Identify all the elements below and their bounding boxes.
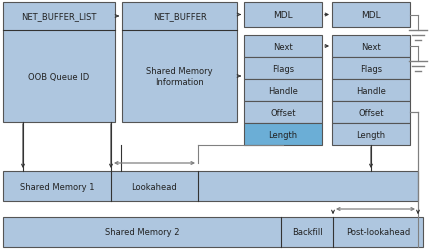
- Text: Offset: Offset: [270, 108, 296, 117]
- Text: OOB Queue ID: OOB Queue ID: [29, 72, 90, 81]
- Bar: [244, 80, 322, 102]
- Bar: [244, 3, 322, 28]
- Text: Length: Length: [268, 130, 297, 139]
- Text: Flags: Flags: [360, 64, 382, 73]
- Text: MDL: MDL: [361, 11, 381, 20]
- Bar: [332, 3, 410, 28]
- Text: Length: Length: [356, 130, 385, 139]
- Text: NET_BUFFER: NET_BUFFER: [152, 12, 207, 21]
- Bar: [3, 171, 418, 201]
- Bar: [332, 36, 410, 58]
- Text: NET_BUFFER_LIST: NET_BUFFER_LIST: [21, 12, 97, 21]
- Bar: [122, 3, 237, 122]
- Bar: [332, 123, 410, 145]
- Bar: [244, 58, 322, 80]
- Bar: [244, 102, 322, 123]
- Bar: [244, 123, 322, 145]
- Text: MDL: MDL: [273, 11, 293, 20]
- Bar: [332, 80, 410, 102]
- Text: Shared Memory
Information: Shared Memory Information: [146, 67, 213, 86]
- Text: Shared Memory 1: Shared Memory 1: [20, 182, 94, 191]
- Bar: [332, 58, 410, 80]
- Bar: [332, 102, 410, 123]
- Text: Backfill: Backfill: [292, 228, 322, 237]
- Bar: [3, 3, 115, 122]
- Text: Offset: Offset: [358, 108, 384, 117]
- Text: Handle: Handle: [268, 86, 298, 95]
- Text: Handle: Handle: [356, 86, 386, 95]
- Bar: [3, 217, 423, 247]
- Text: Flags: Flags: [272, 64, 294, 73]
- Text: Lookahead: Lookahead: [132, 182, 178, 191]
- Text: Next: Next: [273, 42, 293, 51]
- Text: Post-lookahead: Post-lookahead: [346, 228, 410, 237]
- Text: Shared Memory 2: Shared Memory 2: [105, 228, 179, 237]
- Bar: [244, 36, 322, 58]
- Text: Next: Next: [361, 42, 381, 51]
